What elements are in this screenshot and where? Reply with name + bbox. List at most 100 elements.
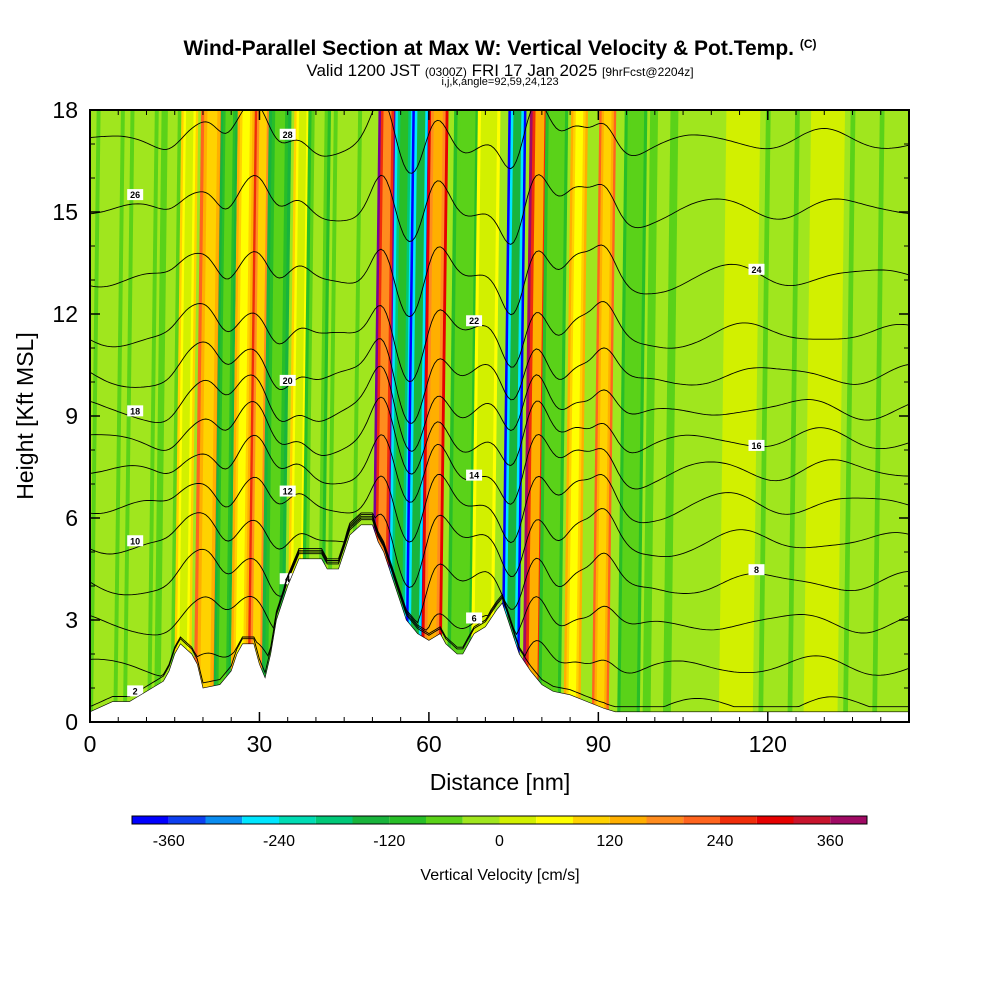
- w-band: [476, 110, 495, 722]
- contour-label: 2: [133, 686, 138, 696]
- colorbar-swatch: [646, 816, 684, 824]
- contour-label-bg: [279, 374, 296, 386]
- contour-label-bg: [127, 405, 144, 417]
- contour-label: 26: [130, 190, 140, 200]
- grid-indices: i,j,k,angle=92,59,24,123: [441, 76, 559, 88]
- contour-label: 14: [469, 471, 479, 481]
- contour-label: 18: [130, 406, 140, 416]
- contour-label: 24: [751, 265, 761, 275]
- colorbar-swatch: [830, 816, 867, 824]
- colorbar-tick-label: 240: [707, 833, 734, 850]
- colorbar-swatch: [132, 816, 169, 824]
- theta-contour: [90, 434, 909, 505]
- colorbar-swatch: [499, 816, 537, 824]
- colorbar-tick-label: 120: [596, 833, 623, 850]
- w-band: [267, 110, 286, 722]
- theta-contour: [90, 301, 909, 383]
- w-band: [813, 110, 836, 722]
- x-tick-label: 30: [247, 731, 273, 757]
- colorbar-swatch: [573, 816, 610, 824]
- y-tick-label: 6: [65, 505, 78, 531]
- colorbar-swatch: [462, 816, 500, 824]
- w-band: [96, 110, 117, 722]
- theta-contour: [90, 174, 909, 245]
- contour-label-bg: [279, 485, 296, 497]
- colorbar-swatch: [279, 816, 316, 824]
- x-tick-label: 120: [749, 731, 787, 757]
- colorbar-swatch: [352, 816, 390, 824]
- y-tick-label: 12: [52, 301, 78, 327]
- x-tick-label: 90: [586, 731, 612, 757]
- colorbar-frame: [131, 815, 868, 825]
- contour-label: 4: [285, 574, 290, 584]
- colorbar-tick-label: -360: [153, 833, 185, 850]
- w-band: [234, 110, 251, 722]
- y-tick-label: 18: [52, 97, 78, 123]
- contour-label-bg: [748, 439, 765, 451]
- w-band: [160, 110, 178, 722]
- contour-label: 20: [283, 376, 293, 386]
- y-axis: 0 3 6 9 12 15 18: [52, 97, 909, 735]
- y-axis-label: Height [Kft MSL]: [12, 332, 38, 499]
- colorbar-tick-label: 360: [817, 833, 844, 850]
- contour-label-bg: [748, 564, 765, 576]
- contour-label-bg: [466, 315, 483, 327]
- w-band: [767, 110, 791, 722]
- contour-label: 22: [469, 316, 479, 326]
- w-band: [852, 110, 876, 722]
- w-band: [426, 110, 443, 722]
- x-axis: 0 30 60 90 120: [84, 110, 882, 757]
- colorbar-tick-label: -240: [263, 833, 295, 850]
- w-band: [505, 110, 522, 722]
- colorbar-ticks: -360 -240 -120 0 120 240 360: [153, 833, 844, 850]
- colorbar-tick-label: -120: [373, 833, 405, 850]
- contour-label: 12: [283, 487, 293, 497]
- colorbar-swatch: [536, 816, 573, 824]
- colorbar-tick-label: 0: [495, 833, 504, 850]
- contour-label-bg: [466, 469, 483, 481]
- contour-label: 28: [283, 130, 293, 140]
- w-band: [683, 110, 706, 722]
- chart-title-mark: (C): [799, 37, 817, 51]
- colorbar-label: Vertical Velocity [cm/s]: [420, 867, 579, 884]
- y-tick-label: 9: [65, 403, 78, 429]
- theta-contour: [90, 244, 909, 318]
- colorbar-swatch: [205, 816, 243, 824]
- theta-contour: [90, 508, 909, 588]
- contour-label: 10: [130, 536, 140, 546]
- theta-contour: [90, 365, 909, 452]
- w-band: [251, 110, 267, 722]
- theta-contour: [90, 519, 909, 708]
- theta-contour: [90, 396, 909, 475]
- contour-label-bg: [127, 535, 144, 547]
- colorbar-swatch: [720, 816, 757, 824]
- theta-contour: [90, 514, 909, 624]
- y-tick-label: 0: [65, 709, 78, 735]
- w-band: [544, 110, 562, 722]
- terrain-mask: [90, 524, 909, 722]
- theta-contour: [90, 517, 909, 677]
- valid-time: Valid 1200 JST: [306, 61, 421, 80]
- contour-label-bg: [127, 685, 144, 697]
- colorbar-swatch: [609, 816, 647, 824]
- w-band: [453, 110, 473, 722]
- colorbar-swatch: [683, 816, 720, 824]
- forecast-info: [9hrFcst@2204z]: [602, 65, 694, 79]
- valid-date: FRI 17 Jan 2025: [471, 61, 598, 80]
- contour-label: 8: [754, 565, 759, 575]
- colorbar-swatch: [389, 816, 426, 824]
- colorbar-swatch: [793, 816, 831, 824]
- colorbar-swatch: [315, 816, 353, 824]
- w-band: [623, 110, 642, 722]
- contour-label-bg: [748, 263, 765, 275]
- theta-contour: [90, 473, 909, 544]
- w-band: [178, 110, 194, 722]
- y-tick-label: 3: [65, 607, 78, 633]
- theta-contour: [90, 338, 909, 424]
- terrain: [90, 524, 909, 722]
- colorbar-swatch: [168, 816, 206, 824]
- chart-title: Wind-Parallel Section at Max W: Vertical…: [0, 37, 1000, 61]
- x-tick-label: 60: [416, 731, 442, 757]
